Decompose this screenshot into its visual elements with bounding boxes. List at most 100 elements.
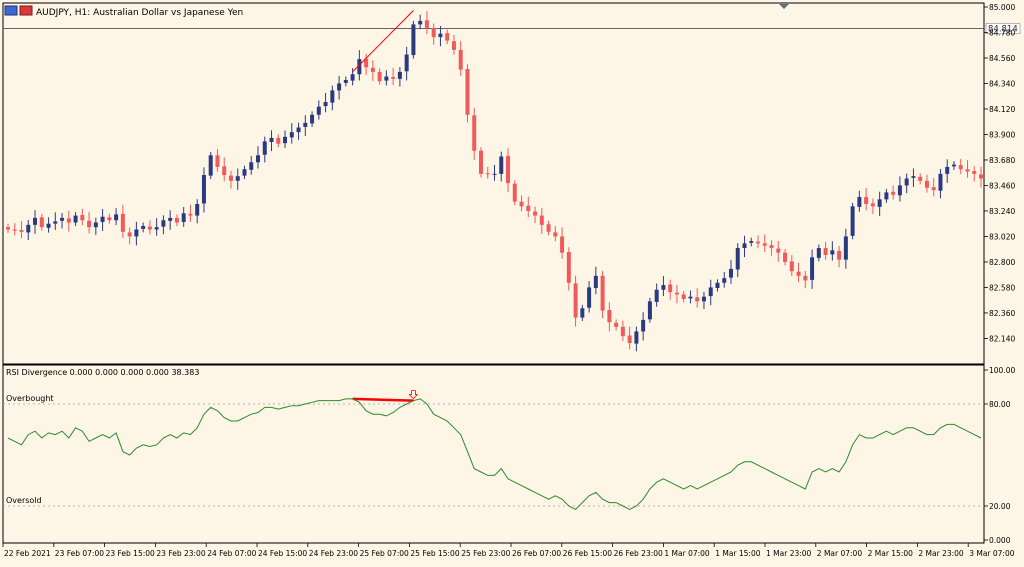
candle-body (404, 54, 409, 72)
candle-body (904, 178, 909, 186)
time-label: 1 Mar 15:00 (715, 549, 761, 558)
candle-body (843, 236, 848, 260)
candle-body (850, 206, 855, 236)
candle-body (424, 20, 429, 28)
time-label: 1 Mar 23:00 (766, 549, 812, 558)
candle-body (451, 41, 456, 50)
price-label: 82.580 (989, 283, 1015, 292)
candle-body (269, 137, 274, 142)
candle-body (877, 199, 882, 207)
time-label: 23 Feb 15:00 (106, 549, 155, 558)
candle-body (634, 331, 639, 344)
oversold-label: Oversold (6, 496, 42, 505)
candle-body (945, 166, 950, 174)
candle-body (46, 223, 51, 228)
price-axis[interactable]: 85.000 84.780 84.560 84.340 84.120 83.900 83.6… (984, 3, 1015, 343)
candle-body (979, 174, 983, 179)
candle-body (951, 164, 956, 167)
candle-body (553, 232, 558, 237)
symbol-icon[interactable] (4, 5, 33, 16)
current-price-label: 84.814 (988, 25, 1018, 35)
price-label: 82.360 (989, 309, 1015, 318)
time-label: 23 Feb 23:00 (156, 549, 205, 558)
candle-body (296, 127, 301, 133)
candle-body (688, 296, 693, 299)
indicator-axis[interactable]: 100.00 80.00 20.00 0.000 (984, 366, 1015, 545)
candle-body (256, 155, 261, 163)
candles[interactable] (6, 11, 983, 352)
candle-body (756, 241, 761, 244)
symbol-title: AUDJPY, H1: Australian Dollar vs Japanes… (36, 8, 243, 18)
candle-body (519, 201, 524, 207)
candle-body (364, 58, 369, 68)
time-label: 3 Mar 07:00 (969, 549, 1015, 558)
candle-body (607, 310, 612, 323)
candle-body (350, 74, 355, 81)
candle-body (19, 230, 24, 232)
candle-body (485, 173, 490, 175)
indicator-level-label: 80.00 (989, 400, 1011, 409)
candle-body (661, 285, 666, 290)
candle-body (587, 287, 592, 308)
time-label: 2 Mar 23:00 (918, 549, 964, 558)
time-label: 26 Feb 15:00 (563, 549, 612, 558)
candle-body (722, 278, 727, 283)
candle-body (147, 226, 152, 230)
candle-body (512, 183, 517, 202)
time-label: 24 Feb 23:00 (309, 549, 358, 558)
candle-body (965, 169, 970, 172)
candle-body (506, 155, 511, 184)
candle-body (681, 294, 686, 300)
candle-body (127, 232, 132, 237)
candle-body (411, 24, 416, 56)
time-label: 1 Mar 07:00 (664, 549, 710, 558)
candle-body (884, 192, 889, 200)
candle-body (614, 322, 619, 327)
candle-body (472, 115, 477, 151)
candle-body (87, 220, 92, 228)
candle-body (870, 203, 875, 207)
candle-body (438, 33, 443, 38)
candle-body (168, 217, 173, 221)
candle-body (499, 156, 504, 174)
price-label: 84.340 (989, 79, 1015, 88)
candle-body (222, 166, 227, 176)
chart-shift-marker[interactable] (779, 4, 789, 9)
candle-body (695, 297, 700, 302)
candle-body (228, 175, 233, 181)
main-panel-frame (2, 2, 985, 365)
candle-body (580, 308, 585, 318)
candle-body (560, 236, 565, 253)
candle-body (654, 289, 659, 302)
candle-body (864, 197, 869, 204)
candle-body (674, 292, 679, 295)
time-axis[interactable]: 22 Feb 2021 23 Feb 07:00 23 Feb 15:00 23 Fe… (2, 543, 1015, 558)
candle-body (26, 224, 31, 233)
time-label: 24 Feb 15:00 (258, 549, 307, 558)
candle-body (647, 301, 652, 320)
candle-body (458, 49, 463, 70)
candle-body (107, 217, 112, 221)
candle-body (816, 248, 821, 258)
current-price-box (985, 23, 1021, 34)
candle-body (701, 296, 706, 302)
candle-body (195, 203, 200, 216)
candle-body (33, 217, 38, 225)
candle-body (161, 220, 166, 227)
candle-body (911, 176, 916, 178)
price-label: 83.460 (989, 181, 1015, 190)
candle-body (397, 71, 402, 79)
candle-body (330, 90, 335, 103)
indicator-panel-frame (2, 364, 985, 544)
indicator-level-label: 100.00 (989, 366, 1015, 375)
overbought-label: Overbought (6, 394, 54, 403)
candle-body (668, 284, 673, 293)
candle-body (728, 268, 733, 278)
candle-body (249, 162, 254, 170)
candle-body (377, 71, 382, 82)
candle-body (810, 257, 815, 280)
candle-body (174, 217, 179, 223)
candle-body (337, 83, 342, 91)
